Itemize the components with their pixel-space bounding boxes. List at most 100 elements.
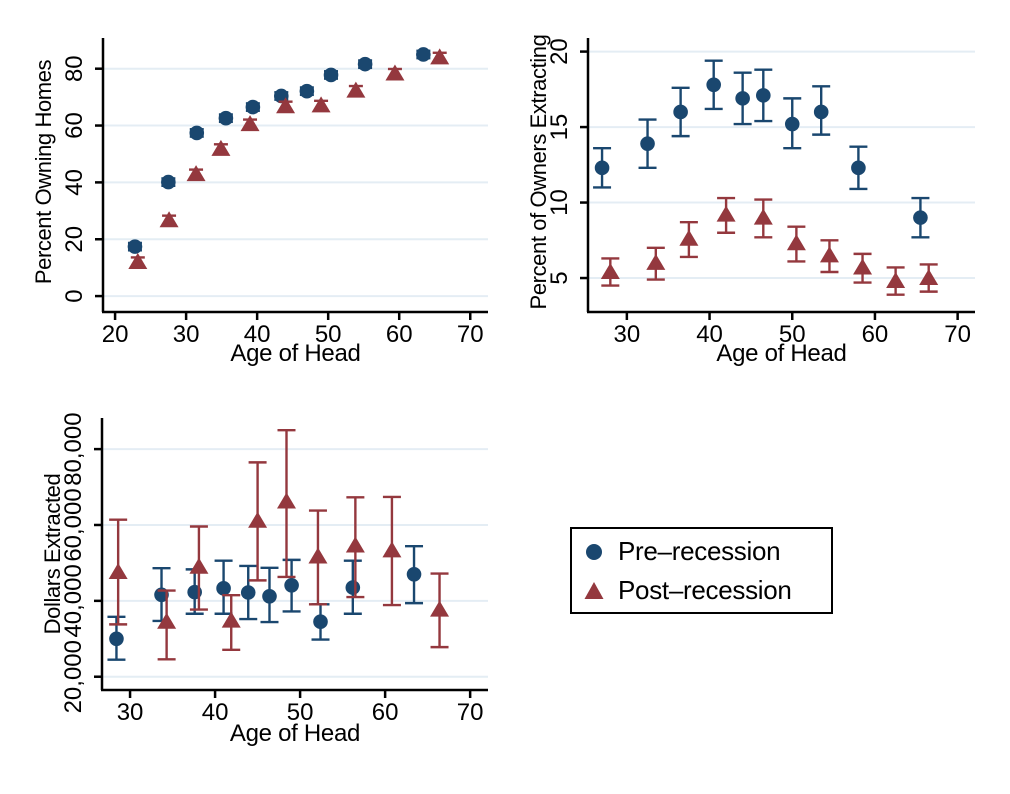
x-axis-title: Age of Head	[716, 340, 847, 367]
data-point	[640, 136, 655, 151]
data-point	[308, 547, 328, 564]
x-tick-label: 50	[779, 321, 806, 348]
panel-percent-of-owners-extracting: 30 40 50 60 70 5 10 15 20 Age of Head Percent of…	[505, 0, 1010, 380]
data-point	[819, 246, 839, 263]
data-point	[262, 588, 277, 604]
x-tick-label: 40	[202, 699, 229, 726]
data-point	[673, 104, 688, 120]
data-point	[323, 67, 339, 83]
data-point	[853, 258, 873, 275]
y-axis-title: Percent Owning Homes	[31, 59, 56, 285]
y-axis-title: Percent of Owners Extracting	[526, 34, 551, 310]
x-tick-label: 50	[287, 699, 314, 726]
data-point	[159, 211, 179, 228]
pre-marker-shape	[586, 544, 602, 560]
legend-label: Post–recession	[618, 574, 792, 605]
data-point	[385, 64, 405, 81]
data-point	[716, 205, 736, 222]
data-point	[157, 612, 177, 629]
data-point	[430, 600, 450, 617]
y-tick-label: 20	[61, 226, 88, 253]
x-tick-label: 60	[372, 699, 399, 726]
data-point	[756, 88, 771, 103]
dollars-extracted-plot: 30 40 50 60 70 20,000 40,000 60,000 80,000	[60, 412, 488, 726]
data-point	[109, 631, 124, 647]
data-point	[357, 56, 373, 72]
pre-recession-marker-icon	[586, 544, 602, 560]
data-point	[786, 234, 806, 251]
x-tick-label: 30	[117, 699, 144, 726]
x-tick-label: 40	[244, 321, 271, 348]
y-tick-label: 40,000	[60, 564, 87, 637]
data-point	[240, 585, 256, 600]
data-point	[108, 563, 128, 580]
data-point	[284, 577, 299, 593]
data-point	[311, 96, 331, 113]
y-tick-label: 20	[546, 38, 573, 65]
data-point	[216, 581, 231, 596]
x-tick-label: 50	[315, 321, 342, 348]
data-point	[600, 262, 620, 279]
data-point	[345, 580, 361, 595]
data-point	[189, 125, 205, 141]
y-tick-label: 40	[61, 169, 88, 196]
x-axis-title: Age of Head	[229, 720, 361, 747]
data-point	[313, 614, 328, 630]
y-tick-label: 5	[546, 271, 573, 284]
y-tick-label: 20,000	[60, 640, 87, 713]
data-point	[679, 229, 699, 246]
data-point	[735, 91, 750, 106]
data-point	[189, 557, 209, 574]
data-point	[706, 77, 721, 93]
y-tick-label: 0	[61, 289, 88, 302]
data-point	[240, 115, 260, 132]
data-point	[851, 160, 866, 176]
data-point	[886, 272, 906, 289]
x-tick-label: 70	[944, 321, 971, 348]
data-point	[299, 83, 315, 99]
x-tick-label: 20	[102, 321, 129, 348]
legend-item-post-recession: Post–recession	[584, 575, 831, 606]
data-point	[919, 269, 939, 286]
x-tick-label: 60	[386, 321, 413, 348]
y-tick-label: 80,000	[60, 412, 87, 485]
data-point	[276, 492, 296, 509]
data-point	[161, 174, 176, 190]
y-tick-label: 15	[546, 114, 573, 141]
post-recession-marker-icon	[584, 582, 604, 599]
data-point	[346, 81, 366, 98]
x-tick-label: 30	[173, 321, 200, 348]
data-point	[276, 97, 296, 114]
data-point	[753, 208, 773, 225]
data-point	[248, 511, 268, 528]
post-marker-shape	[584, 582, 604, 599]
data-point	[913, 210, 928, 225]
data-point	[127, 239, 143, 254]
x-tick-label: 70	[457, 699, 484, 726]
panel-dollars-extracted: 30 40 50 60 70 20,000 40,000 60,000 80,000 Age o…	[0, 390, 520, 772]
x-tick-label: 40	[696, 321, 723, 348]
extraction-rate-plot: 30 40 50 60 70 5 10 15 20	[546, 38, 975, 348]
y-tick-label: 10	[546, 189, 573, 216]
data-point	[221, 611, 241, 628]
data-point	[218, 110, 234, 126]
x-axis-title: Age of Head	[230, 340, 361, 367]
y-tick-label: 60	[61, 112, 88, 139]
data-point	[245, 99, 261, 115]
x-tick-label: 60	[862, 321, 889, 348]
data-point	[430, 48, 450, 65]
data-point	[784, 116, 800, 132]
y-tick-label: 80	[61, 55, 88, 82]
data-point	[416, 47, 431, 62]
data-point	[813, 104, 829, 120]
data-point	[186, 165, 206, 182]
x-tick-label: 70	[457, 321, 484, 348]
x-tick-label: 30	[614, 321, 641, 348]
legend: Pre–recession Post–recession	[570, 527, 833, 614]
legend-item-pre-recession: Pre–recession	[584, 536, 831, 567]
legend-label: Pre–recession	[618, 535, 781, 566]
data-point	[345, 536, 365, 553]
data-point	[594, 160, 610, 176]
y-tick-label: 60,000	[60, 488, 87, 561]
